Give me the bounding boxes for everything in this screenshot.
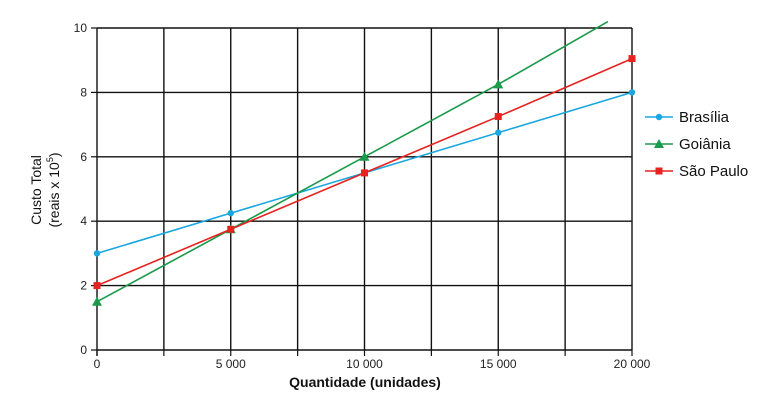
data-point-square — [94, 282, 101, 289]
data-point-triangle — [493, 79, 503, 88]
y-tick-label: 6 — [80, 150, 87, 164]
y-tick-label: 0 — [80, 343, 87, 357]
x-tick-label: 5 000 — [216, 357, 246, 371]
data-point-square — [227, 226, 234, 233]
legend-marker — [656, 168, 663, 175]
y-axis-title-line1: Custo Total — [28, 155, 44, 225]
y-axis-title-line2: (reais x 105) — [45, 152, 62, 227]
chart-series — [92, 22, 636, 306]
chart-axes — [91, 28, 632, 356]
x-axis-title: Quantidade (unidades) — [289, 374, 441, 390]
x-tick-label: 0 — [94, 357, 101, 371]
legend-label: Goiânia — [679, 136, 731, 153]
y-axis-unit-close: ) — [46, 152, 62, 157]
y-axis-unit: (reais x 10 — [46, 162, 62, 228]
data-point-square — [361, 169, 368, 176]
y-tick-label: 4 — [80, 214, 87, 228]
data-point-circle — [228, 210, 234, 216]
chart-grid — [97, 28, 632, 350]
y-tick-label: 2 — [80, 279, 87, 293]
data-point-circle — [94, 250, 100, 256]
y-tick-label: 10 — [74, 21, 88, 35]
x-tick-label: 10 000 — [346, 357, 383, 371]
legend-marker — [656, 114, 662, 120]
data-point-square — [629, 55, 636, 62]
x-tick-label: 20 000 — [614, 357, 651, 371]
legend-label: São Paulo — [679, 163, 748, 180]
y-axis-title: Custo Total (reais x 105) — [28, 152, 62, 227]
x-tick-label: 15 000 — [480, 357, 517, 371]
data-point-square — [495, 113, 502, 120]
data-point-triangle — [92, 297, 102, 306]
data-point-circle — [495, 129, 501, 135]
y-tick-label: 8 — [80, 85, 87, 99]
legend-label: Brasília — [679, 109, 730, 126]
chart-legend: Brasília Goiânia São Paulo — [645, 109, 748, 180]
data-point-circle — [629, 89, 635, 95]
tick-labels: 0 2 4 6 8 10 0 5 000 10 000 15 000 20 000 — [74, 21, 651, 371]
series-line-triangle — [97, 22, 608, 302]
